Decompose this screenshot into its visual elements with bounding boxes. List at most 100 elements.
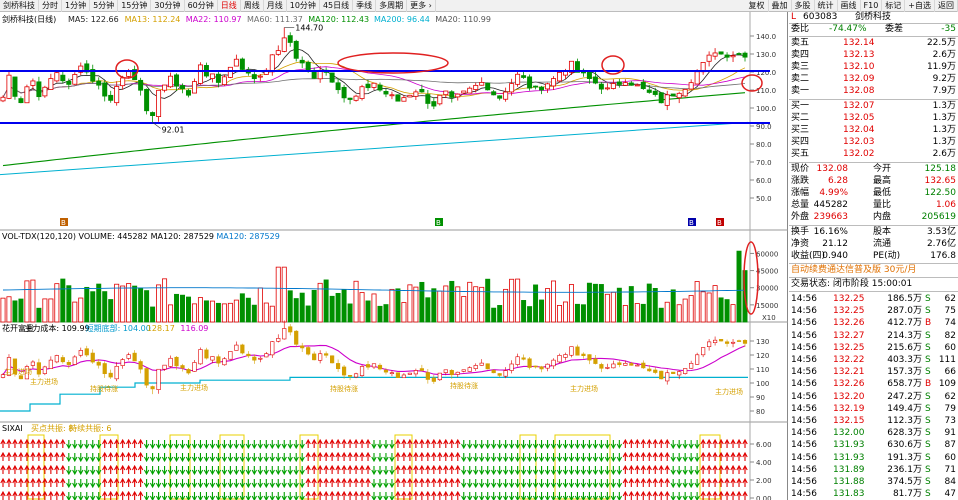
signal-down-arrow bbox=[526, 440, 533, 450]
chart-area[interactable]: 140.0 130.0 120.0 110.0 100.0 90.0 80.0 70.0 60.… bbox=[0, 12, 788, 500]
signal-down-arrow bbox=[221, 492, 228, 500]
period-30min[interactable]: 30分钟 bbox=[151, 0, 185, 12]
signal-down-arrow bbox=[580, 466, 587, 476]
candle-body bbox=[191, 81, 197, 94]
signal-down-arrow bbox=[688, 466, 694, 476]
signal-down-arrow bbox=[580, 440, 587, 450]
period-multi[interactable]: 多周期 bbox=[376, 0, 408, 12]
tick-flag: S bbox=[925, 440, 931, 451]
candle-body bbox=[461, 90, 467, 94]
signal-up-arrow bbox=[119, 464, 126, 474]
candle-body bbox=[150, 112, 156, 117]
signal-down-arrow bbox=[155, 440, 162, 450]
signal-down-arrow bbox=[502, 453, 509, 463]
candle-body bbox=[257, 75, 263, 78]
kline-chart-svg[interactable]: 140.0 130.0 120.0 110.0 100.0 90.0 80.0 70.0 60.… bbox=[0, 12, 788, 500]
candle-body bbox=[598, 83, 604, 90]
overlay-button[interactable]: 叠加 bbox=[769, 0, 792, 12]
rights-button[interactable]: 复权 bbox=[746, 0, 769, 12]
cost-annotation-0: 主力进场 bbox=[4, 367, 32, 376]
auto-button[interactable]: +自选 bbox=[905, 0, 935, 12]
mark-button[interactable]: 标记 bbox=[882, 0, 906, 12]
stat-label: 涨幅 bbox=[791, 188, 810, 198]
signal-down-arrow bbox=[670, 453, 676, 463]
cost-candle-body bbox=[270, 341, 275, 356]
signal-down-arrow bbox=[269, 440, 275, 450]
signal-down-arrow bbox=[556, 492, 563, 500]
signal-up-arrow bbox=[311, 451, 317, 461]
candle-body bbox=[174, 74, 180, 87]
volume-bar bbox=[706, 292, 712, 323]
cost-candle-body bbox=[575, 346, 580, 356]
cost-candle-body bbox=[162, 364, 167, 370]
signal-down-arrow bbox=[84, 440, 90, 450]
bid-row-4: 买四 132.03 1.3万 bbox=[789, 137, 958, 148]
multi-stock-button[interactable]: 多股 bbox=[792, 0, 815, 12]
stat-value: 205619 bbox=[921, 212, 956, 222]
signal-down-arrow bbox=[90, 440, 96, 450]
period-month[interactable]: 月线 bbox=[264, 0, 287, 12]
period-season[interactable]: 季线 bbox=[353, 0, 377, 12]
candle-body bbox=[347, 97, 353, 100]
signal-up-arrow bbox=[137, 490, 144, 500]
signal-down-arrow bbox=[275, 479, 281, 489]
back-button[interactable]: 返回 bbox=[935, 0, 958, 12]
volume-bar bbox=[66, 285, 72, 323]
price-axis-label: 60.0 bbox=[756, 177, 772, 185]
signal-down-arrow bbox=[72, 466, 78, 476]
signal-down-arrow bbox=[287, 440, 293, 450]
cost-candle-body bbox=[222, 358, 227, 366]
tick-volume: 215.6万 bbox=[887, 342, 922, 353]
tick-flag: B bbox=[925, 379, 932, 390]
period-day[interactable]: 日线 bbox=[218, 0, 241, 12]
signal-down-arrow bbox=[221, 479, 228, 489]
tick-row: 14:56 132.20 247.2万 S 62 bbox=[789, 391, 958, 404]
draw-line-button[interactable]: 画线 bbox=[838, 0, 861, 12]
candle-body bbox=[425, 94, 431, 104]
tick-row: 14:56 132.26 412.7万 B 74 bbox=[789, 317, 958, 330]
period-15min[interactable]: 15分钟 bbox=[118, 0, 152, 12]
tick-row: 14:56 132.15 112.3万 S 73 bbox=[789, 415, 958, 428]
signal-up-arrow bbox=[634, 477, 640, 487]
period-1min-k[interactable]: 1分钟 bbox=[62, 0, 91, 12]
volume-bar bbox=[275, 266, 281, 323]
stock-name-tab[interactable]: 剑桥科技 bbox=[0, 0, 39, 12]
period-1min[interactable]: 分时 bbox=[39, 0, 62, 12]
period-5min[interactable]: 5分钟 bbox=[90, 0, 119, 12]
signal-down-arrow bbox=[245, 466, 252, 476]
signal-up-arrow bbox=[658, 438, 664, 448]
more-menu[interactable]: 更多 › bbox=[407, 0, 436, 12]
candle-body bbox=[479, 82, 485, 86]
cost-candle-body bbox=[581, 353, 586, 357]
period-60min[interactable]: 60分钟 bbox=[185, 0, 218, 12]
candle-body bbox=[742, 52, 748, 58]
cost-axis-label: 90 bbox=[756, 394, 765, 402]
ask-row-4: 卖二 132.09 9.2万 bbox=[789, 74, 958, 85]
signal-down-arrow bbox=[227, 440, 234, 450]
signal-down-arrow bbox=[215, 479, 222, 489]
volume-bar bbox=[670, 289, 676, 323]
f10-button[interactable]: F10 bbox=[861, 0, 883, 12]
signal-down-arrow bbox=[377, 453, 383, 463]
period-week[interactable]: 周线 bbox=[241, 0, 264, 12]
volume-bar bbox=[132, 285, 138, 323]
signal-down-arrow bbox=[610, 453, 617, 463]
promo-row[interactable]: 自动续费通达信普及版 30元/月 bbox=[789, 265, 958, 276]
signal-down-arrow bbox=[143, 440, 150, 450]
signal-down-arrow bbox=[233, 492, 240, 500]
period-toolbar: 剑桥科技 分时 1分钟 5分钟 15分钟 30分钟 60分钟 日线 周线 月线 10分钟 45日线 季线… bbox=[0, 0, 958, 12]
signal-down-arrow bbox=[173, 492, 180, 500]
signal-down-arrow bbox=[149, 492, 156, 500]
period-10min[interactable]: 10分钟 bbox=[287, 0, 320, 12]
stats-button[interactable]: 统计 bbox=[815, 0, 838, 12]
volume-bar bbox=[174, 293, 180, 323]
signal-up-arrow bbox=[60, 477, 66, 487]
period-45min[interactable]: 45日线 bbox=[320, 0, 354, 12]
signal-up-arrow bbox=[628, 451, 634, 461]
signal-down-arrow bbox=[473, 453, 479, 463]
signal-up-arrow bbox=[628, 490, 634, 500]
volume-bar bbox=[203, 300, 209, 323]
cost-candle-body bbox=[473, 365, 478, 369]
signal-down-arrow bbox=[676, 453, 682, 463]
cost-candle-body bbox=[629, 363, 634, 366]
